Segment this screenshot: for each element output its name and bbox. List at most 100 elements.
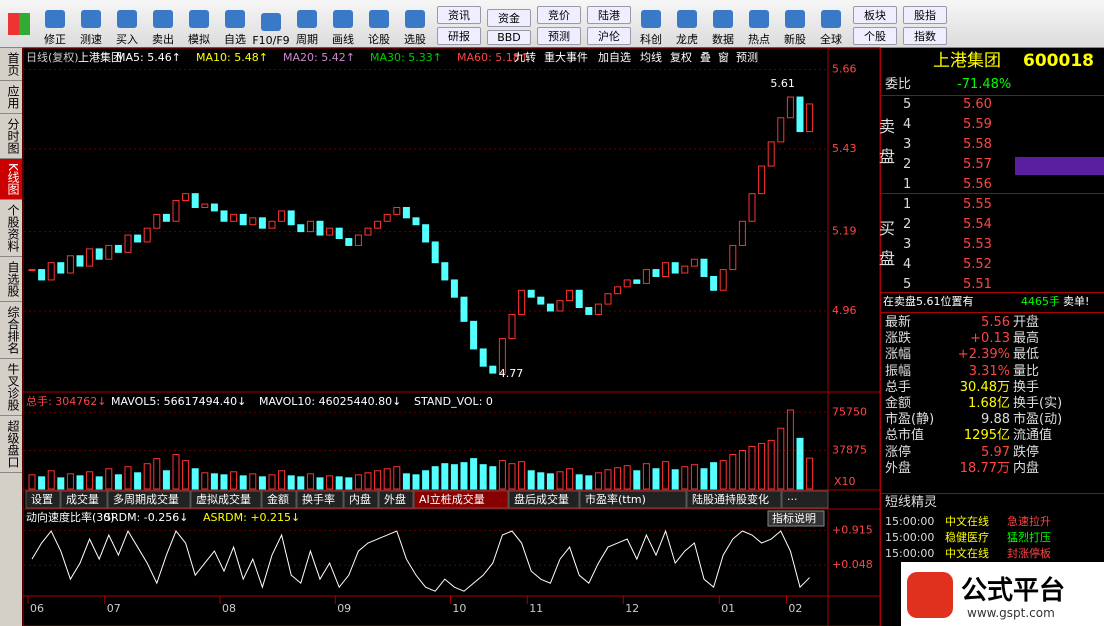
- stat-row: 涨跌 +0.13 最高: [881, 330, 1104, 348]
- tool-button[interactable]: 全球: [814, 1, 848, 47]
- level: 1: [903, 197, 912, 212]
- indicator-tab[interactable]: 换手率: [302, 492, 335, 506]
- volume-bar: [210, 473, 218, 490]
- tool-label: 选股: [404, 33, 426, 46]
- tool-button[interactable]: 自选: [218, 1, 252, 47]
- explain-button[interactable]: 指标说明: [772, 511, 816, 525]
- tool-button[interactable]: 科创: [634, 1, 668, 47]
- tool-button[interactable]: 热点: [742, 1, 776, 47]
- sprite-event: 急速拉升: [1007, 515, 1051, 528]
- stat-label: 最低: [1013, 347, 1040, 363]
- tool-button[interactable]: F10/F9: [252, 1, 290, 47]
- side-tab[interactable]: 个股资料: [0, 200, 22, 257]
- tool-button[interactable]: 修正: [38, 1, 72, 47]
- candle: [470, 320, 478, 350]
- tool-link[interactable]: 板块: [853, 6, 897, 24]
- tool-button[interactable]: 周期: [290, 1, 324, 47]
- tool-link[interactable]: 资金: [487, 9, 531, 27]
- tool-icon: [713, 10, 733, 28]
- sprite-time: 15:00:00: [885, 515, 935, 528]
- indicator-tab[interactable]: AI立桩成交量: [419, 492, 485, 506]
- tool-button[interactable]: 龙虎: [670, 1, 704, 47]
- side-tab[interactable]: 分时图: [0, 114, 22, 159]
- chart-button[interactable]: 叠: [700, 51, 711, 64]
- tool-button[interactable]: 卖出: [146, 1, 180, 47]
- tool-button[interactable]: 数据: [706, 1, 740, 47]
- candle: [297, 224, 305, 233]
- candle: [758, 165, 766, 195]
- tool-button[interactable]: 测速: [74, 1, 108, 47]
- tool-icon: [81, 10, 101, 28]
- volume-bar: [153, 458, 161, 490]
- indicator-tab[interactable]: 多周期成交量: [113, 492, 179, 506]
- indicator-tab[interactable]: 外盘: [384, 492, 406, 506]
- volume-bar: [335, 476, 343, 490]
- side-tab[interactable]: 应用: [0, 81, 22, 114]
- tool-link[interactable]: BBD: [487, 30, 531, 45]
- candle: [690, 258, 698, 267]
- tool-pair: 陆港 沪伦: [587, 6, 631, 45]
- stock-name: 上港集团: [933, 51, 1001, 71]
- indicator-tab[interactable]: 虚拟成交量: [196, 492, 251, 506]
- volume-bar: [537, 472, 545, 490]
- tool-link[interactable]: 资讯: [437, 6, 481, 24]
- indicator-tab[interactable]: 设置: [31, 493, 53, 506]
- tool-link[interactable]: 竞价: [537, 6, 581, 24]
- tool-link[interactable]: 股指: [903, 6, 947, 24]
- side-tab[interactable]: 牛叉诊股: [0, 359, 22, 416]
- candle: [182, 193, 190, 202]
- tool-link[interactable]: 个股: [853, 27, 897, 45]
- indicator-tab[interactable]: 盘后成交量: [514, 492, 569, 506]
- stat-row: 外盘 18.77万 内盘: [881, 460, 1104, 478]
- side-tab[interactable]: 超级盘口: [0, 416, 22, 473]
- chart-button[interactable]: 重大事件: [544, 50, 588, 64]
- tool-button[interactable]: 选股: [398, 1, 432, 47]
- volume-bar: [470, 458, 478, 490]
- indicator-tab[interactable]: 陆股通持股变化: [692, 492, 769, 506]
- side-tab[interactable]: K线图: [0, 159, 22, 200]
- stat-label: 量比: [1013, 363, 1040, 379]
- tool-pair: 资讯 研报: [437, 6, 481, 45]
- tool-link[interactable]: 陆港: [587, 6, 631, 24]
- side-tab[interactable]: 首页: [0, 48, 22, 81]
- side-tab[interactable]: 自选股: [0, 257, 22, 302]
- tool-link[interactable]: 预测: [537, 27, 581, 45]
- chart-button[interactable]: 复权: [670, 50, 692, 64]
- chart-button[interactable]: 窗: [718, 50, 729, 64]
- stat-value: +2.39%: [957, 347, 1010, 363]
- toolbar: 修正 测速 买入 卖出 模拟 自选 F10/F9 周期 画线 论股 选股 资讯研报 资金 BBD 竞价预测陆…: [0, 0, 1104, 48]
- candle: [383, 213, 391, 222]
- y-tick-label: 5.43: [832, 142, 857, 155]
- candle: [460, 296, 468, 322]
- tool-icon: [369, 10, 389, 28]
- tool-button[interactable]: 新股: [778, 1, 812, 47]
- tool-link[interactable]: 指数: [903, 27, 947, 45]
- indicator-tab[interactable]: 内盘: [349, 492, 371, 506]
- tool-button[interactable]: 论股: [362, 1, 396, 47]
- book-row: 5 5.60: [881, 96, 1104, 114]
- tool-link[interactable]: 沪伦: [587, 27, 631, 45]
- chart-button[interactable]: 加自选: [598, 51, 631, 64]
- price: 5.53: [963, 237, 992, 252]
- chart-button[interactable]: 九转: [514, 50, 536, 64]
- side-tab[interactable]: 综合排名: [0, 302, 22, 359]
- chart-button[interactable]: 均线: [640, 50, 662, 64]
- volume-bar: [700, 468, 708, 490]
- tab-bg: [25, 490, 61, 509]
- tool-link[interactable]: 研报: [437, 27, 481, 45]
- indicator-tab[interactable]: ···: [787, 493, 798, 506]
- indicator-tab[interactable]: 金额: [267, 492, 289, 506]
- price: 5.55: [963, 197, 992, 212]
- indicator-tab[interactable]: 成交量: [66, 492, 99, 506]
- tab-bg: [781, 490, 829, 509]
- chart-button[interactable]: 预测: [736, 51, 758, 64]
- tool-button[interactable]: 画线: [326, 1, 360, 47]
- tool-icon: [333, 10, 353, 28]
- sprite-row: 15:00:00 中文在线 急速拉升: [881, 513, 1104, 531]
- tool-button[interactable]: 模拟: [182, 1, 216, 47]
- tool-button[interactable]: 买入: [110, 1, 144, 47]
- stat-value: +0.13: [970, 331, 1010, 347]
- indicator-tab[interactable]: 市盈率(ttm): [585, 492, 646, 506]
- volume-bar: [527, 470, 535, 490]
